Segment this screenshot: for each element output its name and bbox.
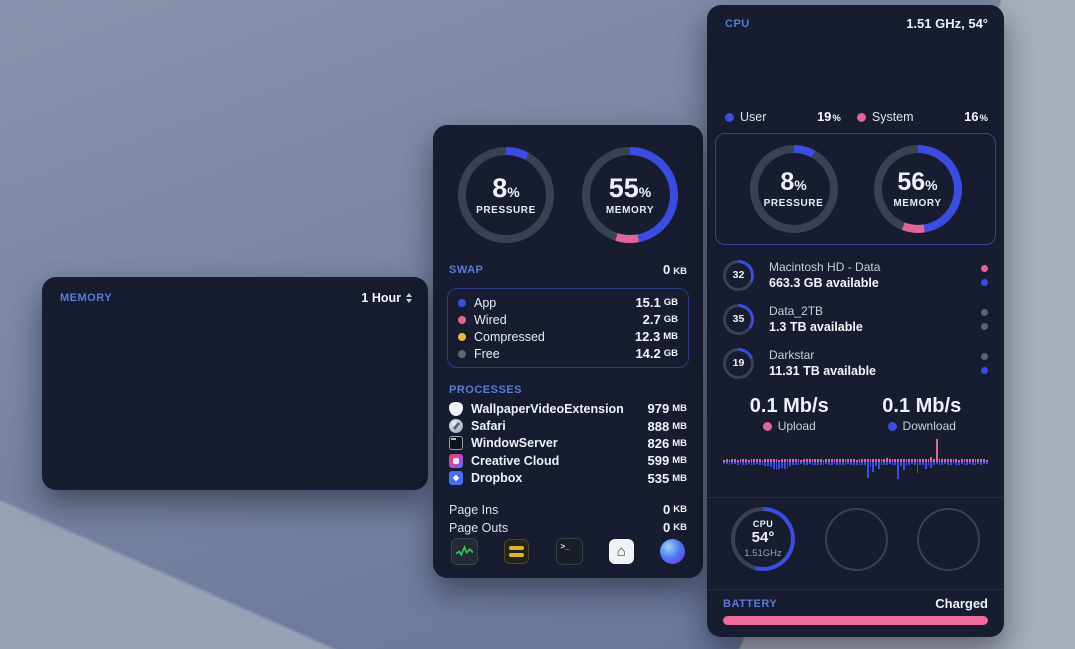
memory-slots-icon[interactable] [504, 539, 530, 564]
page-outs-row: Page Outs 0 KB [449, 520, 687, 536]
memory-row-wired: Wired 2.7 GB [458, 311, 678, 328]
process-row[interactable]: Safari 888 MB [449, 417, 687, 434]
memory-gauge: 55% MEMORY [582, 147, 678, 243]
memory-breakdown-box[interactable]: App 15.1 GB Wired 2.7 GB Compressed 12.3 MB… [447, 288, 689, 368]
terminal-icon[interactable] [555, 538, 583, 565]
compressed-dot-icon [458, 332, 466, 341]
process-row[interactable]: Creative Cloud 599 MB [449, 452, 687, 469]
app-dot-icon [458, 298, 466, 307]
disk-usage-ring: 32 [723, 259, 754, 291]
upload-dot-icon [762, 421, 772, 431]
memory-history-chart [60, 373, 414, 478]
browser-orb-icon[interactable] [660, 539, 685, 564]
empty-mini-gauge[interactable] [917, 507, 980, 571]
dropbox-icon: ❖ [449, 471, 463, 486]
pressure-gauge: 8% PRESSURE [458, 147, 554, 243]
disk-usage-ring: 19 [723, 347, 754, 379]
memory-row-app: App 15.1 GB [458, 294, 678, 311]
download-dot-icon [887, 421, 897, 431]
page-ins-row: Page Ins 0 KB [449, 502, 687, 518]
cpu-header-value: 1.51 GHz, 54° [906, 16, 988, 31]
disk-row-data-2tb[interactable]: 35 Data_2TB 1.3 TB available [723, 299, 988, 339]
disk-read-dot-icon [981, 352, 988, 360]
cpu-memory-gauge: 56% MEMORY [873, 145, 962, 233]
creative-cloud-icon [449, 453, 463, 468]
gauges-selected-box[interactable]: 8% PRESSURE 56% MEMORY [715, 133, 996, 245]
section-divider [707, 589, 1004, 590]
wired-dot-icon [458, 315, 466, 324]
process-row[interactable]: ❖ Dropbox 535 MB [449, 470, 687, 487]
process-row[interactable]: WindowServer 826 MB [449, 435, 687, 452]
free-dot-icon [458, 349, 466, 358]
cpu-history-chart [723, 47, 988, 103]
section-divider [707, 497, 1004, 498]
wallpaper-shield-icon [449, 401, 463, 416]
disk-read-dot-icon [981, 264, 988, 272]
safari-compass-icon [449, 419, 463, 434]
archive-utility-icon[interactable]: ⌂ [608, 539, 634, 564]
disk-row-darkstar[interactable]: 19 Darkstar 11.31 TB available [723, 343, 988, 383]
disk-write-dot-icon [981, 322, 988, 330]
battery-fill [723, 616, 988, 625]
battery-status: Charged [935, 596, 988, 611]
empty-mini-gauge[interactable] [824, 507, 888, 571]
processes-title: PROCESSES [449, 384, 522, 396]
swap-value: 0 KB [663, 262, 687, 277]
time-range-value: 1 Hour [361, 291, 401, 305]
cpu-panel: CPU 1.51 GHz, 54° User 19% System 16% 8%… [707, 5, 1004, 637]
cpu-panel-title: CPU [725, 17, 750, 30]
process-row[interactable]: WallpaperVideoExtension 979 MB [449, 400, 687, 417]
memory-row-compressed: Compressed 12.3 MB [458, 328, 678, 345]
memory-history-panel: MEMORY 1 Hour [42, 277, 428, 490]
disk-read-dot-icon [981, 308, 988, 316]
disk-row-macintosh-hd[interactable]: 32 Macintosh HD - Data 663.3 GB availabl… [723, 255, 988, 295]
window-server-icon [449, 436, 463, 451]
system-dot-icon [856, 112, 866, 122]
download-stat: 0.1 Mb/s Download [882, 395, 962, 433]
network-history-chart [723, 438, 988, 486]
updown-chevron-icon [406, 293, 412, 303]
time-range-selector[interactable]: 1 Hour [361, 291, 412, 305]
disk-write-dot-icon [981, 278, 988, 286]
disk-write-dot-icon [981, 366, 988, 374]
cpu-mini-gauge[interactable]: CPU 54° 1.51GHz [731, 507, 795, 571]
user-dot-icon [725, 112, 734, 122]
disk-usage-ring: 35 [723, 303, 754, 335]
memory-detail-panel: 8% PRESSURE 55% MEMORY SWAP 0 KB App 15.1 [433, 125, 703, 578]
upload-stat: 0.1 Mb/s Upload [749, 395, 829, 433]
swap-label: SWAP [449, 264, 484, 276]
battery-bar [723, 616, 988, 625]
activity-monitor-icon[interactable] [451, 538, 478, 565]
cpu-pressure-gauge: 8% PRESSURE [749, 145, 838, 233]
memory-row-free: Free 14.2 GB [458, 345, 678, 362]
memory-panel-title: MEMORY [60, 292, 113, 304]
battery-label: BATTERY [723, 597, 778, 610]
